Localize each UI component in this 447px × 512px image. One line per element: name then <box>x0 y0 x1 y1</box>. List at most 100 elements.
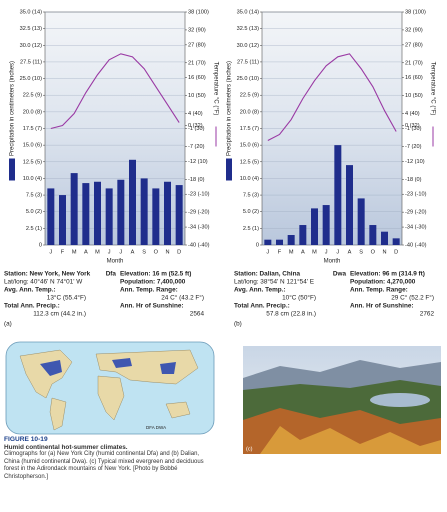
y-tick-label: 17.5 (7) <box>240 126 259 132</box>
precip: 57.8 cm (22.8 in.) <box>266 311 316 318</box>
y2-tick-label: -40 (-40) <box>188 242 210 248</box>
x-tick-label: O <box>371 249 376 255</box>
x-tick-label: D <box>177 249 181 255</box>
x-tick-label: J <box>49 249 52 255</box>
bar <box>322 205 330 245</box>
bar <box>311 208 318 245</box>
x-tick-label: S <box>142 249 146 255</box>
temp-range: 24 C° (43.2 F°) <box>161 294 204 302</box>
y2-tick-label: -34 (-30) <box>188 225 210 231</box>
x-tick-label: N <box>165 249 169 255</box>
y-tick-label: 35.0 (14) <box>237 9 260 15</box>
bar <box>357 198 365 245</box>
y2-tick-label: -23 (-10) <box>405 192 427 198</box>
legend-swatch-bar <box>9 158 15 181</box>
map-legend: DFA DWA <box>146 425 166 430</box>
y2-tick-label: -40 (-40) <box>405 242 427 248</box>
bar <box>140 178 148 245</box>
bar <box>276 239 283 245</box>
y2-axis-label: Temperature °C (°F) <box>429 62 435 116</box>
bar <box>334 145 342 245</box>
y-tick-label: 0 <box>39 242 42 248</box>
y2-tick-label: -1 (30) <box>405 126 422 132</box>
bar <box>117 179 125 245</box>
x-tick-label: S <box>359 249 363 255</box>
y2-tick-label: 32 (90) <box>188 27 206 33</box>
x-tick-label: J <box>119 249 122 255</box>
bar <box>70 173 78 245</box>
world-map: DFA DWA <box>5 341 215 435</box>
y2-tick-label: -12 (10) <box>188 159 208 165</box>
bar <box>94 181 101 245</box>
bar <box>369 225 377 245</box>
y2-tick-label: 38 (100) <box>405 9 426 15</box>
y-tick-label: 35.0 (14) <box>20 9 43 15</box>
y-tick-label: 27.5 (11) <box>20 59 42 65</box>
bar <box>82 183 90 245</box>
y-tick-label: 5.0 (2) <box>243 209 259 215</box>
caption-heading: Humid continental hot-summer climates. <box>4 443 128 451</box>
sunshine-label: Ann. Hr of Sunshine: <box>350 303 414 310</box>
y2-tick-label: -18 (0) <box>405 177 422 183</box>
x-tick-label: J <box>108 249 111 255</box>
x-tick-label: M <box>72 249 77 255</box>
y2-tick-label: 10 (50) <box>405 93 423 99</box>
y2-tick-label: 0 (32) <box>405 123 420 129</box>
y2-tick-label: 27 (80) <box>405 42 423 48</box>
y-tick-label: 10.0 (4) <box>240 176 259 182</box>
y-tick-label: 32.5 (13) <box>237 26 260 32</box>
bar <box>59 195 66 245</box>
y2-tick-label: 32 (90) <box>405 27 423 33</box>
y-tick-label: 2.5 (1) <box>26 226 42 232</box>
y2-tick-label: -34 (-30) <box>405 225 427 231</box>
sunshine: 2762 <box>420 311 435 318</box>
bar <box>346 165 353 245</box>
y2-axis-label: Temperature °C (°F) <box>212 62 218 116</box>
sunshine: 2564 <box>190 311 205 318</box>
y2-tick-label: -7 (20) <box>405 144 422 150</box>
x-tick-label: A <box>84 249 88 255</box>
bar <box>164 181 171 245</box>
y-tick-label: 10.0 (4) <box>23 176 42 182</box>
y2-tick-label: 38 (100) <box>188 9 209 15</box>
y2-tick-label: 27 (80) <box>188 42 206 48</box>
y-tick-label: 2.5 (1) <box>243 226 259 232</box>
x-tick-label: A <box>131 249 135 255</box>
avg-temp: 13°C (55.4°F) <box>47 294 86 302</box>
y2-tick-label: -12 (10) <box>405 159 425 165</box>
lat-long: Lat/long: 38°54' N 121°54' E <box>234 278 314 286</box>
sunshine-label: Ann. Hr of Sunshine: <box>120 303 184 310</box>
caption: FIGURE 10-19 Humid continental hot-summe… <box>4 436 214 482</box>
y-tick-label: 30.0 (12) <box>237 43 260 49</box>
legend-swatch-bar <box>226 158 232 181</box>
x-tick-label: D <box>394 249 398 255</box>
precip-label: Total Ann. Precip.: <box>4 303 60 310</box>
bar <box>287 235 295 245</box>
x-tick-label: J <box>325 249 328 255</box>
y-axis-label: Precipitation in centimeters (inches) <box>227 61 233 156</box>
x-tick-label: A <box>348 249 352 255</box>
figure-number: FIGURE 10-19 <box>4 436 48 443</box>
y2-tick-label: 21 (70) <box>405 60 423 66</box>
x-tick-label: F <box>61 249 65 255</box>
y-tick-label: 0 <box>256 242 259 248</box>
y2-tick-label: -18 (0) <box>188 177 205 183</box>
x-tick-label: J <box>336 249 339 255</box>
station-name: Station: Dalian, China <box>234 271 300 278</box>
y2-tick-label: -29 (-20) <box>188 210 210 216</box>
y-tick-label: 15.0 (6) <box>23 143 42 149</box>
y-tick-label: 17.5 (7) <box>23 126 42 132</box>
bar <box>392 238 400 245</box>
y-tick-label: 25.0 (10) <box>237 76 260 82</box>
avg-temp-label: Avg. Ann. Temp.: <box>234 287 286 294</box>
y2-tick-label: 21 (70) <box>188 60 206 66</box>
y-tick-label: 25.0 (10) <box>20 76 43 82</box>
precip: 112.3 cm (44.2 in.) <box>33 311 86 318</box>
x-tick-label: M <box>312 249 317 255</box>
population: Population: 7,400,000 <box>120 279 186 286</box>
climate-code: Dfa <box>106 271 117 278</box>
y-tick-label: 22.5 (9) <box>23 93 42 99</box>
y-tick-label: 12.5 (5) <box>23 159 42 165</box>
panel-label: (a) <box>4 321 12 328</box>
